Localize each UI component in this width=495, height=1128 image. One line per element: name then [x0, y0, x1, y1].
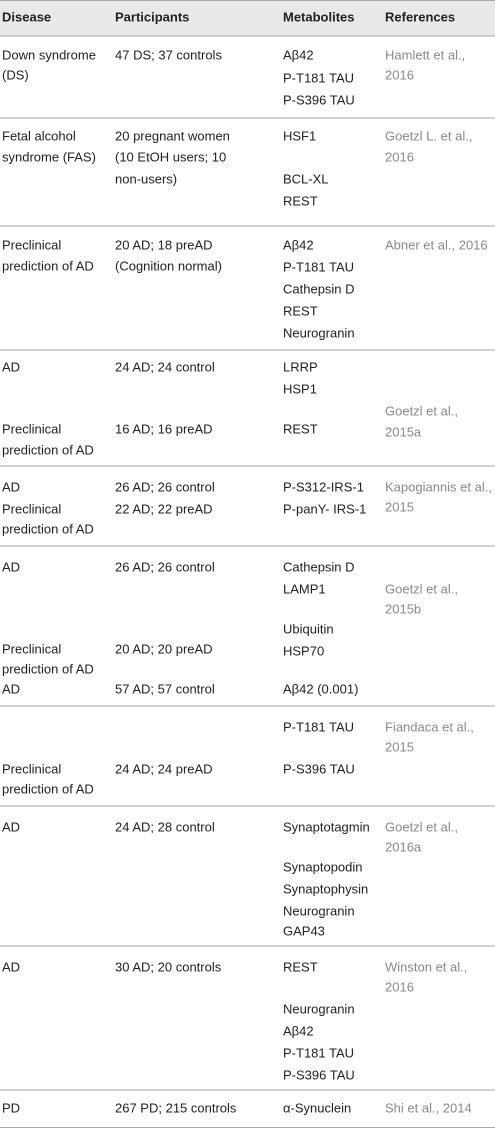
reference-text: Shi et al., 2014: [385, 1100, 472, 1115]
participants-text: 47 DS; 37 controls: [115, 47, 222, 62]
metabolites-text: REST: [283, 959, 318, 974]
disease-text: AD: [2, 819, 20, 834]
reference-text: Goetzl et al.,: [385, 581, 458, 596]
reference-text: 2016: [385, 67, 414, 82]
reference-text: Goetzl et al.,: [385, 403, 458, 418]
metabolites-text: P-panY- IRS-1: [283, 501, 366, 516]
participants-text: non-users): [115, 171, 177, 186]
participants-text: 26 AD; 26 control: [115, 479, 215, 494]
disease-text: AD: [2, 681, 20, 696]
metabolites-text: REST: [283, 421, 318, 436]
disease-text: AD: [2, 959, 20, 974]
metabolites-text: Synaptopodin: [283, 859, 363, 874]
disease-text: PD: [2, 1100, 20, 1115]
disease-text: prediction of AD: [2, 258, 94, 273]
metabolites-text: Neurogranin: [283, 325, 355, 340]
column-header: Participants: [115, 9, 189, 24]
participants-text: 26 AD; 26 control: [115, 559, 215, 574]
reference-text: 2015a: [385, 424, 422, 439]
disease-text: Preclinical: [2, 237, 61, 252]
metabolites-text: HSP70: [283, 643, 324, 658]
metabolites-text: P-S396 TAU: [283, 761, 355, 776]
metabolites-text: Neurogranin: [283, 1001, 355, 1016]
metabolites-text: P-T181 TAU: [283, 70, 354, 85]
participants-text: 20 pregnant women: [115, 128, 230, 143]
participants-text: 20 AD; 18 preAD: [115, 237, 213, 252]
disease-text: Preclinical: [2, 761, 61, 776]
column-header: Disease: [2, 9, 51, 24]
metabolites-text: REST: [283, 193, 318, 208]
disease-text: AD: [2, 359, 20, 374]
reference-text: Hamlett et al.,: [385, 47, 465, 62]
disease-text: syndrome (FAS): [2, 149, 96, 164]
disease-text: prediction of AD: [2, 781, 94, 796]
disease-text: prediction of AD: [2, 521, 94, 536]
disease-text: Down syndrome: [2, 47, 96, 62]
disease-text: Preclinical: [2, 421, 61, 436]
participants-text: 57 AD; 57 control: [115, 681, 215, 696]
column-header: References: [385, 9, 455, 24]
participants-text: 267 PD; 215 controls: [115, 1100, 237, 1115]
metabolites-text: P-T181 TAU: [283, 1045, 354, 1060]
column-header: Metabolites: [283, 9, 355, 24]
reference-text: 2015: [385, 739, 414, 754]
reference-text: Abner et al., 2016: [385, 237, 488, 252]
disease-text: (DS): [2, 67, 29, 82]
disease-text: Preclinical: [2, 641, 61, 656]
metabolites-text: Aβ42: [283, 1023, 314, 1038]
metabolites-text: Synaptotagmin: [283, 819, 370, 834]
participants-text: 16 AD; 16 preAD: [115, 421, 213, 436]
metabolites-text: Cathepsin D: [283, 559, 355, 574]
reference-text: 2016: [385, 149, 414, 164]
reference-text: Winston et al.,: [385, 959, 467, 974]
metabolites-text: Aβ42: [283, 237, 314, 252]
participants-text: (10 EtOH users; 10: [115, 149, 226, 164]
participants-text: 30 AD; 20 controls: [115, 959, 222, 974]
reference-text: Fiandaca et al.,: [385, 719, 474, 734]
metabolites-text: Aβ42: [283, 47, 314, 62]
metabolites-text: Ubiquitin: [283, 621, 334, 636]
reference-text: Kapogiannis et al.,: [385, 479, 492, 494]
metabolites-text: Synaptophysin: [283, 881, 368, 896]
reference-text: 2016a: [385, 839, 422, 854]
metabolites-text: HSP1: [283, 381, 317, 396]
participants-text: 24 AD; 24 preAD: [115, 761, 213, 776]
reference-text: 2015b: [385, 601, 421, 616]
disease-text: Preclinical: [2, 501, 61, 516]
participants-text: 22 AD; 22 preAD: [115, 501, 213, 516]
header-background: [0, 0, 495, 36]
metabolites-text: BCL-XL: [283, 171, 329, 186]
metabolites-text: α-Synuclein: [283, 1100, 351, 1115]
participants-text: (Cognition normal): [115, 258, 222, 273]
reference-text: 2015: [385, 499, 414, 514]
metabolites-text: LRRP: [283, 359, 318, 374]
metabolites-text: LAMP1: [283, 581, 326, 596]
metabolites-text: HSF1: [283, 128, 316, 143]
metabolites-text: P-T181 TAU: [283, 259, 354, 274]
disease-text: prediction of AD: [2, 661, 94, 676]
metabolites-text: P-S396 TAU: [283, 1067, 355, 1082]
reference-text: Goetzl et al.,: [385, 819, 458, 834]
metabolites-text: GAP43: [283, 923, 325, 938]
metabolites-text: Aβ42 (0.001): [283, 681, 358, 696]
reference-text: Goetzl L. et al.,: [385, 128, 472, 143]
participants-text: 20 AD; 20 preAD: [115, 641, 213, 656]
metabolites-text: P-T181 TAU: [283, 719, 354, 734]
participants-text: 24 AD; 28 control: [115, 819, 215, 834]
metabolites-text: REST: [283, 303, 318, 318]
reference-text: 2016: [385, 979, 414, 994]
metabolites-text: Neurogranin: [283, 903, 355, 918]
disease-text: AD: [2, 479, 20, 494]
metabolites-text: P-S396 TAU: [283, 92, 355, 107]
participants-text: 24 AD; 24 control: [115, 359, 215, 374]
disease-text: prediction of AD: [2, 442, 94, 457]
metabolites-text: P-S312-IRS-1: [283, 479, 364, 494]
disease-text: Fetal alcohol: [2, 128, 76, 143]
disease-text: AD: [2, 559, 20, 574]
metabolites-text: Cathepsin D: [283, 281, 355, 296]
